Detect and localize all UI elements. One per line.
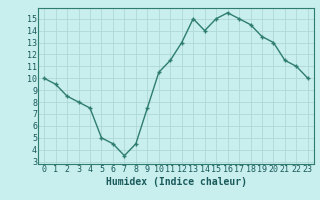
X-axis label: Humidex (Indice chaleur): Humidex (Indice chaleur) [106,177,246,187]
